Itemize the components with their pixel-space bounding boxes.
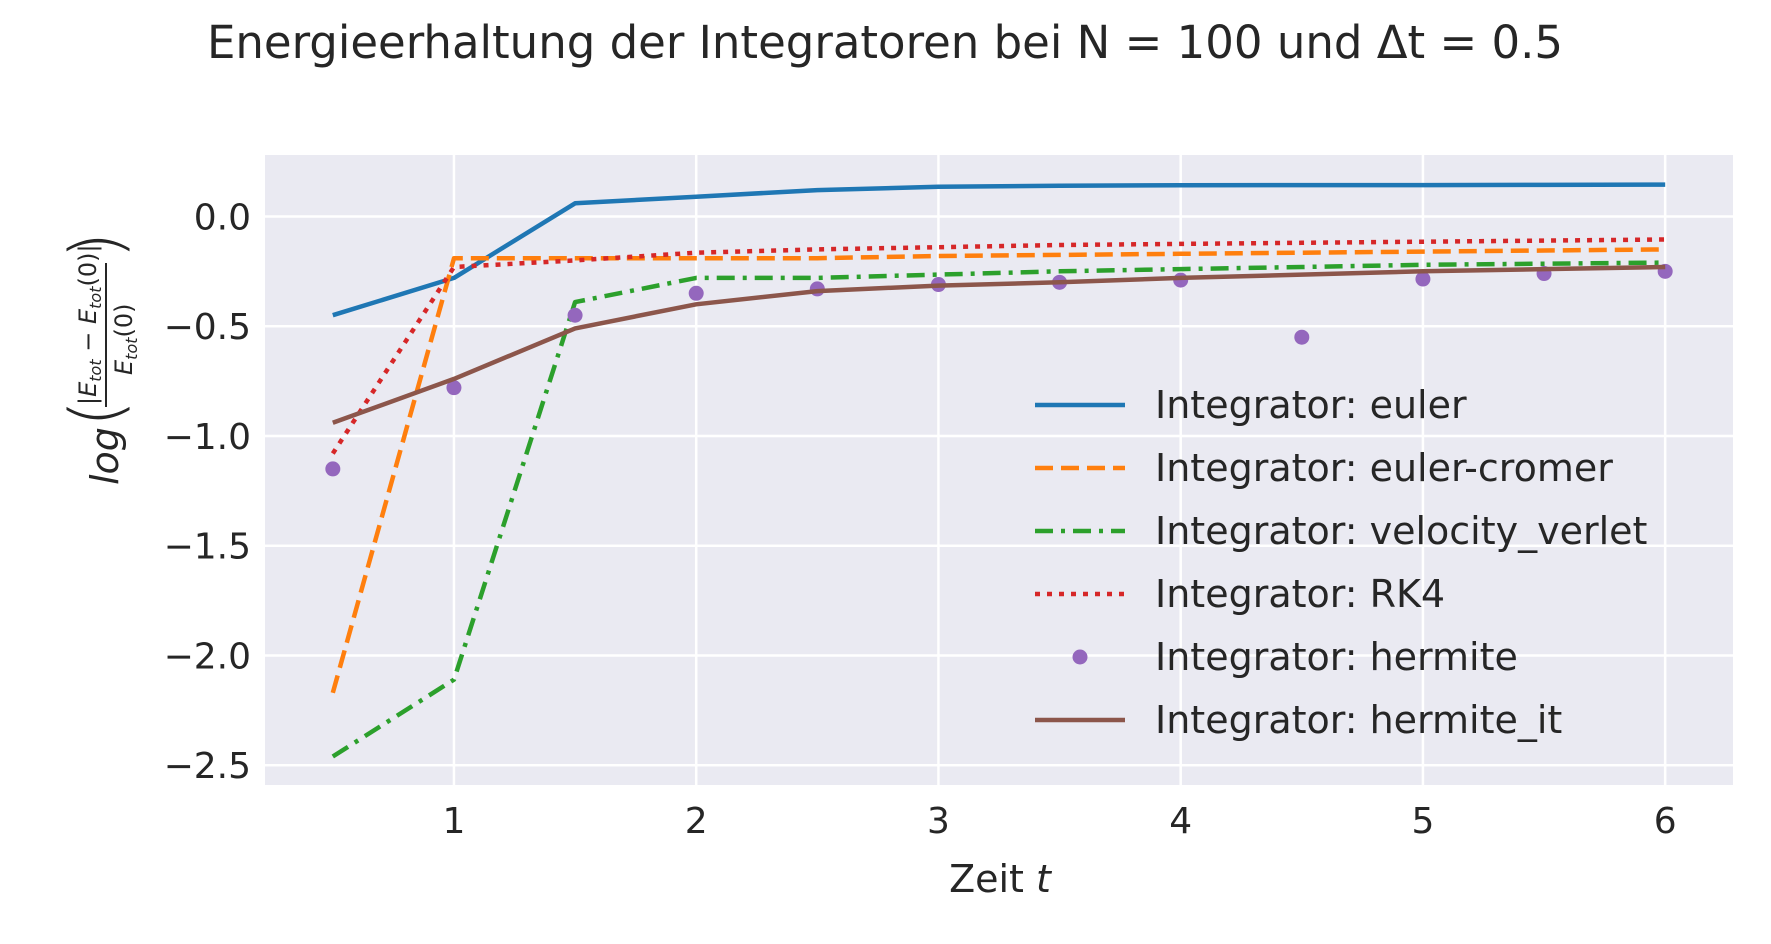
series-velocity-verlet xyxy=(331,260,1666,759)
grid xyxy=(265,155,1733,785)
legend-item-euler-cromer: Integrator: euler-cromer xyxy=(1035,446,1613,490)
y-tick-label: −0.5 xyxy=(164,307,251,348)
y-tick-label: −2.5 xyxy=(164,746,251,787)
legend: Integrator: euler Integrator: euler-crome… xyxy=(1035,383,1647,742)
legend-label: Integrator: euler-cromer xyxy=(1155,446,1613,490)
series-euler xyxy=(332,182,1666,318)
data-point xyxy=(446,380,462,396)
data-point xyxy=(1415,271,1431,287)
x-axis-ticks: 1 2 3 4 5 6 xyxy=(442,801,1676,842)
svg-text:log: log xyxy=(83,427,127,485)
series-line xyxy=(330,247,1666,694)
series-euler-cromer xyxy=(330,247,1666,694)
data-point xyxy=(1294,329,1310,345)
svg-text:): ) xyxy=(55,232,137,259)
legend-item-hermite: Integrator: hermite xyxy=(1072,635,1518,679)
series-line xyxy=(330,237,1666,455)
legend-label: Integrator: euler xyxy=(1155,383,1467,427)
y-tick-label: 0.0 xyxy=(194,197,251,238)
y-tick-label: −2.0 xyxy=(164,636,251,677)
svg-text:(: ( xyxy=(55,400,137,427)
legend-label: Integrator: hermite xyxy=(1155,635,1518,679)
svg-text:Etot(0): Etot(0) xyxy=(110,303,141,375)
chart-title: Energieerhaltung der Integratoren bei N … xyxy=(207,16,1563,69)
series-rk4 xyxy=(330,237,1666,455)
legend-label: Integrator: hermite_it xyxy=(1155,698,1562,742)
legend-label: Integrator: velocity_verlet xyxy=(1155,509,1647,553)
series-line xyxy=(332,264,1666,425)
series xyxy=(325,182,1673,759)
series-hermite-it xyxy=(332,264,1666,425)
legend-item-euler: Integrator: euler xyxy=(1035,383,1467,427)
legend-item-hermite-it: Integrator: hermite_it xyxy=(1035,698,1562,742)
data-point xyxy=(688,285,704,301)
x-tick-label: 5 xyxy=(1411,801,1434,842)
x-axis-title: Zeit t xyxy=(949,857,1053,901)
y-axis-ticks: 0.0 −0.5 −1.0 −1.5 −2.0 −2.5 xyxy=(164,197,251,787)
legend-item-rk4: Integrator: RK4 xyxy=(1035,572,1445,616)
data-point xyxy=(325,461,341,477)
x-tick-label: 3 xyxy=(927,801,950,842)
y-tick-label: −1.5 xyxy=(164,527,251,568)
legend-marker xyxy=(1072,649,1088,665)
x-tick-label: 2 xyxy=(685,801,708,842)
y-tick-label: −1.0 xyxy=(164,417,251,458)
legend-label: Integrator: RK4 xyxy=(1155,572,1445,616)
series-line xyxy=(332,182,1666,318)
series-line xyxy=(331,260,1666,759)
x-tick-label: 6 xyxy=(1654,801,1677,842)
x-tick-label: 1 xyxy=(442,801,465,842)
legend-item-velocity-verlet: Integrator: velocity_verlet xyxy=(1035,509,1647,553)
x-tick-label: 4 xyxy=(1169,801,1192,842)
data-point xyxy=(567,307,583,323)
